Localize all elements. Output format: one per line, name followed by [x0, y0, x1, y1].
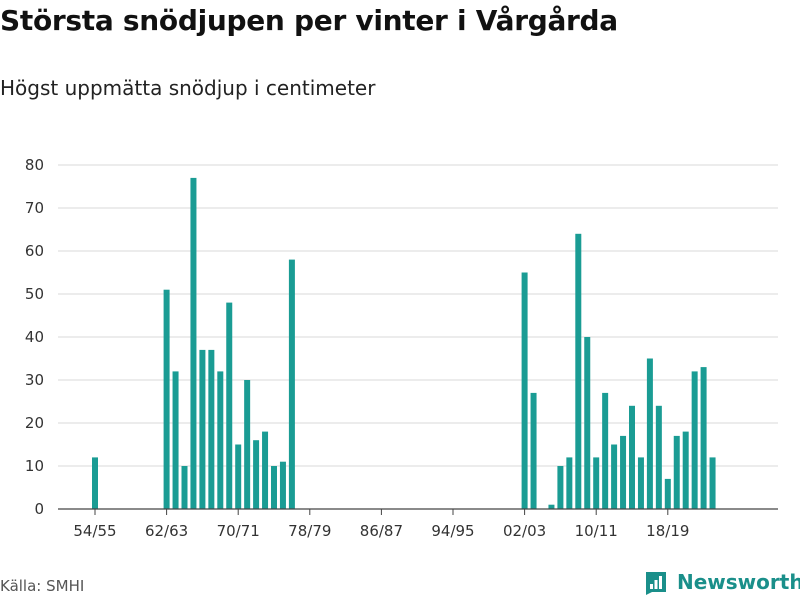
bar-08/09: [575, 233, 582, 510]
x-tick-label: 18/19: [646, 522, 689, 540]
chart-title: Största snödjupen per vinter i Vårgårda: [0, 4, 618, 37]
bar-63/64: [172, 371, 179, 509]
bar-14/15: [629, 405, 635, 509]
brand-logo[interactable]: Newsworthy: [643, 569, 800, 595]
bar-12/13: [611, 444, 618, 509]
bar-75/76: [279, 461, 286, 509]
y-axis-labels: 0 10 20 30 40 50 60 70 80: [25, 156, 44, 518]
y-tick-label: 30: [25, 371, 44, 389]
y-tick-label: 50: [25, 285, 44, 303]
bar-11/12: [602, 392, 609, 509]
bar-03/04: [530, 392, 537, 509]
x-tick-label: 78/79: [288, 522, 331, 540]
x-tick-label: 62/63: [145, 522, 188, 540]
bars: [92, 177, 716, 510]
x-tick-label: 10/11: [575, 522, 618, 540]
bar-15/16: [637, 457, 644, 509]
bar-23/24: [709, 457, 716, 509]
y-tick-label: 10: [25, 457, 44, 475]
bar-18/19: [664, 478, 671, 509]
source-note: Källa: SMHI: [0, 577, 85, 595]
bar-69/70: [226, 302, 233, 509]
bar-72/73: [253, 440, 260, 509]
bar-07/08: [566, 457, 573, 509]
y-tick-label: 70: [25, 199, 44, 217]
bar-21/22: [691, 371, 698, 509]
bar-66/67: [199, 349, 206, 509]
bar-09/10: [584, 337, 591, 509]
x-tick-label: 02/03: [503, 522, 546, 540]
bar-17/18: [655, 405, 662, 509]
bar-67/68: [208, 349, 215, 509]
y-tick-label: 60: [25, 242, 44, 260]
bar-02/03: [521, 272, 528, 509]
y-tick-label: 80: [25, 156, 44, 174]
y-tick-label: 0: [34, 500, 44, 518]
bar-73/74: [262, 431, 269, 509]
brand-name: Newsworthy: [677, 570, 800, 594]
bar-22/23: [700, 367, 707, 509]
bar-10/11: [593, 457, 600, 509]
bar-74/75: [271, 466, 277, 509]
x-axis-labels: 54/55 62/63 70/71 78/79 86/87 94/95 02/03 10/11…: [73, 522, 689, 540]
bar-71/72: [244, 380, 251, 509]
x-tick-label: 70/71: [217, 522, 260, 540]
bar-06/07: [557, 466, 564, 509]
x-tick-label: 54/55: [73, 522, 116, 540]
y-tick-label: 20: [25, 414, 44, 432]
x-axis: [58, 508, 778, 515]
newsworthy-logo-icon: [646, 572, 666, 595]
bar-54/55: [92, 457, 98, 509]
bar-13/14: [620, 435, 627, 509]
bar-20/21: [682, 431, 689, 509]
chart-subtitle: Högst uppmätta snödjup i centimeter: [0, 76, 376, 100]
y-tick-label: 40: [25, 328, 44, 346]
bar-68/69: [217, 371, 224, 509]
bar-05/06: [548, 504, 555, 509]
bar-62/63: [163, 289, 170, 509]
x-tick-label: 94/95: [431, 522, 474, 540]
bar-65/66: [190, 177, 197, 509]
bar-70/71: [235, 444, 242, 509]
bar-76/77: [288, 259, 295, 509]
bar-16/17: [646, 358, 653, 509]
bar-19/20: [673, 435, 680, 509]
bar-64/65: [181, 466, 188, 509]
x-tick-label: 86/87: [360, 522, 403, 540]
gridlines: [58, 164, 778, 467]
